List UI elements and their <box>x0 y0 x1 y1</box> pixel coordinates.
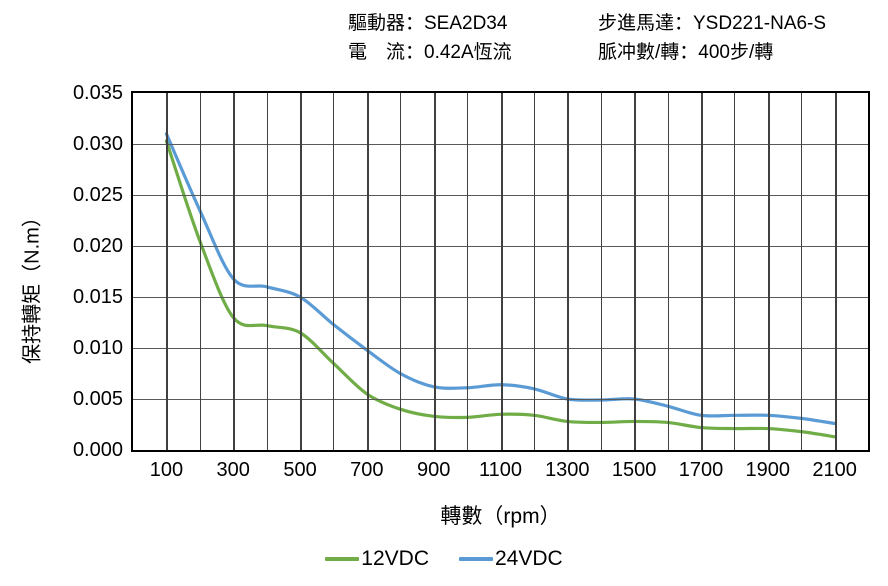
legend-label: 12VDC <box>361 547 429 570</box>
y-axis: 保持轉矩（N.m） 0.000 0.005 0.010 0.015 0.020 0.025… <box>0 83 131 460</box>
y-axis-tick-label: 0.000 <box>72 439 123 461</box>
y-axis-tick-label: 0.020 <box>72 235 123 257</box>
header-row-2: 電 流：0.42A恆流 脈冲數/轉：400步/轉 <box>330 38 888 67</box>
y-axis-label: 保持轉矩（N.m） <box>21 207 44 364</box>
gridline-vertical <box>266 93 268 450</box>
y-axis-tick-label: 0.025 <box>72 184 123 206</box>
legend-item-24vdc[interactable]: 24VDC <box>459 548 563 569</box>
gridline-vertical <box>767 93 770 450</box>
y-axis-tick-label: 0.015 <box>72 286 123 308</box>
legend-swatch-icon <box>459 556 493 561</box>
y-axis-tick-label: 0.030 <box>72 133 123 155</box>
x-axis-tick-label: 100 <box>149 459 184 481</box>
current-text: 電 流：0.42A恆流 <box>348 42 512 63</box>
x-axis-tick-label: 1700 <box>678 459 724 481</box>
y-axis-tick-label: 0.005 <box>72 388 123 410</box>
x-axis-tick-label: 300 <box>216 459 250 481</box>
gridline-vertical <box>500 93 503 450</box>
x-axis-tick-label: 2100 <box>812 459 857 481</box>
x-axis-tick-label: 1300 <box>545 459 590 481</box>
gridline-vertical <box>600 93 602 450</box>
gridline-vertical <box>166 93 169 450</box>
gridline-vertical <box>533 93 535 450</box>
header-row-1: 驅動器：SEA2D34 步進馬達：YSD221-NA6-S <box>330 9 888 38</box>
series-line-12vdc <box>164 139 837 439</box>
chart-header: 驅動器：SEA2D34 步進馬達：YSD221-NA6-S 電 流：0.42A恆… <box>330 9 888 67</box>
stepper-motor-text: 步進馬達：YSD221-NA6-S <box>598 13 827 34</box>
gridline-vertical <box>700 93 703 450</box>
legend-item-12vdc[interactable]: 12VDC <box>325 548 429 569</box>
driver-model-text: 驅動器：SEA2D34 <box>348 13 508 34</box>
x-axis-tick-label: 700 <box>350 459 384 481</box>
x-axis-tick-label: 500 <box>283 459 317 481</box>
x-axis-tick-label: 900 <box>416 459 451 481</box>
gridline-vertical <box>567 93 570 450</box>
gridline-vertical <box>300 93 303 450</box>
gridline-vertical <box>467 93 469 450</box>
x-axis-tick-label: 1900 <box>745 459 791 481</box>
chart-legend: 12VDC 24VDC <box>0 548 888 569</box>
gridline-vertical <box>433 93 436 450</box>
gridline-vertical <box>667 93 669 450</box>
gridline-vertical <box>734 93 736 450</box>
x-axis-label: 轉數（rpm） <box>440 505 561 528</box>
gridline-vertical <box>233 93 236 450</box>
plot-area <box>131 91 870 452</box>
gridline-vertical <box>634 93 637 450</box>
x-axis-tick-label: 1500 <box>611 459 657 481</box>
gridline-vertical <box>400 93 402 450</box>
gridline-vertical <box>801 93 803 450</box>
y-axis-tick-label: 0.010 <box>72 337 123 359</box>
y-axis-tick-label: 0.035 <box>72 82 123 104</box>
plot-grid <box>133 93 868 450</box>
x-axis-tick-label: 1100 <box>478 459 522 481</box>
x-axis: 100 300 500 700 900 1100 1300 1500 1700 1900 2100 <box>131 458 870 484</box>
pulses-per-rev-text: 脈冲數/轉：400步/轉 <box>598 42 774 63</box>
gridline-vertical <box>366 93 369 450</box>
gridline-vertical <box>333 93 335 450</box>
gridline-vertical <box>834 93 837 450</box>
gridline-vertical <box>199 93 201 450</box>
legend-label: 24VDC <box>495 547 563 570</box>
legend-swatch-icon <box>325 556 360 561</box>
